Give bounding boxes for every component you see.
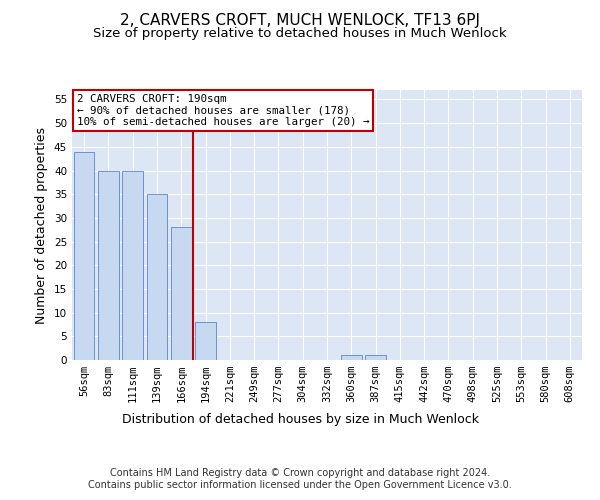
Bar xyxy=(146,194,167,360)
Text: Size of property relative to detached houses in Much Wenlock: Size of property relative to detached ho… xyxy=(93,28,507,40)
Bar xyxy=(74,152,94,360)
Y-axis label: Number of detached properties: Number of detached properties xyxy=(35,126,49,324)
Bar xyxy=(98,170,119,360)
Bar xyxy=(171,228,191,360)
Bar xyxy=(122,170,143,360)
Text: Distribution of detached houses by size in Much Wenlock: Distribution of detached houses by size … xyxy=(121,412,479,426)
Bar xyxy=(341,356,362,360)
Text: 2, CARVERS CROFT, MUCH WENLOCK, TF13 6PJ: 2, CARVERS CROFT, MUCH WENLOCK, TF13 6PJ xyxy=(120,12,480,28)
Bar xyxy=(195,322,216,360)
Bar xyxy=(365,356,386,360)
Text: Contains HM Land Registry data © Crown copyright and database right 2024.
Contai: Contains HM Land Registry data © Crown c… xyxy=(88,468,512,490)
Text: 2 CARVERS CROFT: 190sqm
← 90% of detached houses are smaller (178)
10% of semi-d: 2 CARVERS CROFT: 190sqm ← 90% of detache… xyxy=(77,94,370,127)
